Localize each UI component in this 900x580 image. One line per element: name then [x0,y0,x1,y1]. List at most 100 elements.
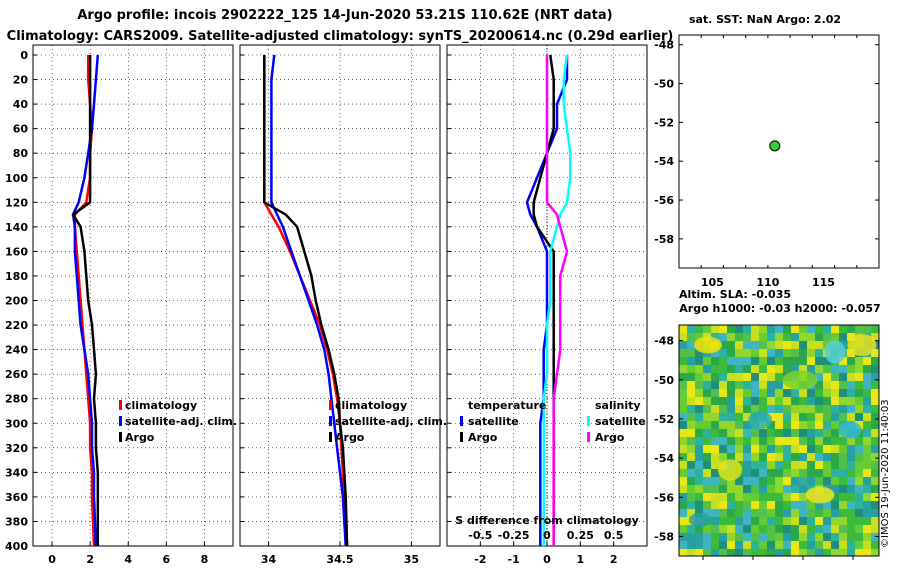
legend-label: satellite [468,415,519,428]
sla-cell [727,549,735,556]
sla-cell [831,389,839,397]
sla-cell [791,501,799,509]
sla-cell [695,389,703,397]
sla-cell [743,469,751,477]
map-frame [678,324,880,557]
sla-cell [783,365,791,373]
sla-cell [783,517,791,525]
x-tick-label: 34.5 [326,553,353,566]
sla-cell [791,493,799,501]
sla-cell [687,477,695,485]
sla-cell [855,357,863,365]
sla-cell [719,413,727,421]
sla-cell [759,517,767,525]
legend-label: satellite-adj. clim. [335,415,447,428]
sla-cell [727,493,735,501]
salinity-panel: 34 34.5 35 climatology satellite-adj. clim. A… [239,44,447,566]
legend-label: satellite [595,415,646,428]
sla-cell [759,333,767,341]
sla-cell [775,453,783,461]
sla-cell [847,413,855,421]
sla-cell [767,421,775,429]
sla-cell [767,357,775,365]
sla-cell [783,405,791,413]
sla-cell [823,365,831,373]
sla-cell [839,533,847,541]
y-tick-label: 160 [5,245,28,258]
sla-cell [807,365,815,373]
legend-swatch [460,416,463,426]
sla-cell [799,405,807,413]
sla-cell [695,541,703,549]
sla-map-panel: -48 -50 -52 -54 -56 -58 [654,324,880,560]
sla-cell [695,397,703,405]
sla-cell [855,365,863,373]
sla-cell [855,453,863,461]
sla-cell [687,405,695,413]
sla-cell [679,517,687,525]
sla-cell [719,477,727,485]
sla-cell [823,541,831,549]
sla-cell [759,469,767,477]
sla-cell [719,389,727,397]
sla-cell [847,365,855,373]
sla-cell [775,341,783,349]
sla-cell [735,501,743,509]
y-tick-label: 40 [13,98,29,111]
sla-cell [823,357,831,365]
sla-cell [743,413,751,421]
sla-cell [807,517,815,525]
sla-cell [855,525,863,533]
sla-cell [687,333,695,341]
sla-cell [735,325,743,333]
sla-cell [703,357,711,365]
legend-label: climatology [125,399,197,412]
sla-cell [791,349,799,357]
sla-cell [711,501,719,509]
sla-cell [759,461,767,469]
sla-cell [775,533,783,541]
sla-cell [871,541,879,549]
sla-cell [847,389,855,397]
sla-cell [823,405,831,413]
sla-cell [847,517,855,525]
sla-cell [863,389,871,397]
y-tick-label: 320 [5,442,28,455]
sla-cell [783,389,791,397]
sla-cell [871,397,879,405]
sla-cell [807,501,815,509]
y-tick-label: 140 [5,221,28,234]
sla-cell [839,437,847,445]
sla-cell [783,525,791,533]
sla-cell [799,461,807,469]
sla-cell [815,333,823,341]
sla-cell [727,509,735,517]
sla-cell [695,429,703,437]
sla-cell [703,541,711,549]
sla-cell [783,477,791,485]
sla-cell [687,525,695,533]
sla-cell [743,421,751,429]
sla-cell [871,349,879,357]
y-tick-label: -56 [654,194,674,207]
sla-cell [871,445,879,453]
sla-cell [807,397,815,405]
sla-cell [759,477,767,485]
sla-cell [783,349,791,357]
sla-cell [687,373,695,381]
sla-cell [847,469,855,477]
sla-cell [823,501,831,509]
sla-cell [727,501,735,509]
y-tick-label: 340 [5,466,28,479]
sla-cell [687,437,695,445]
sla-cell [775,445,783,453]
sla-cell [847,509,855,517]
sla-cell [719,517,727,525]
sla-cell [847,445,855,453]
sla-cell [679,349,687,357]
sla-cell [767,381,775,389]
sla-cell [775,485,783,493]
sla-cell [799,437,807,445]
sla-cell [863,477,871,485]
sla-cell [767,501,775,509]
